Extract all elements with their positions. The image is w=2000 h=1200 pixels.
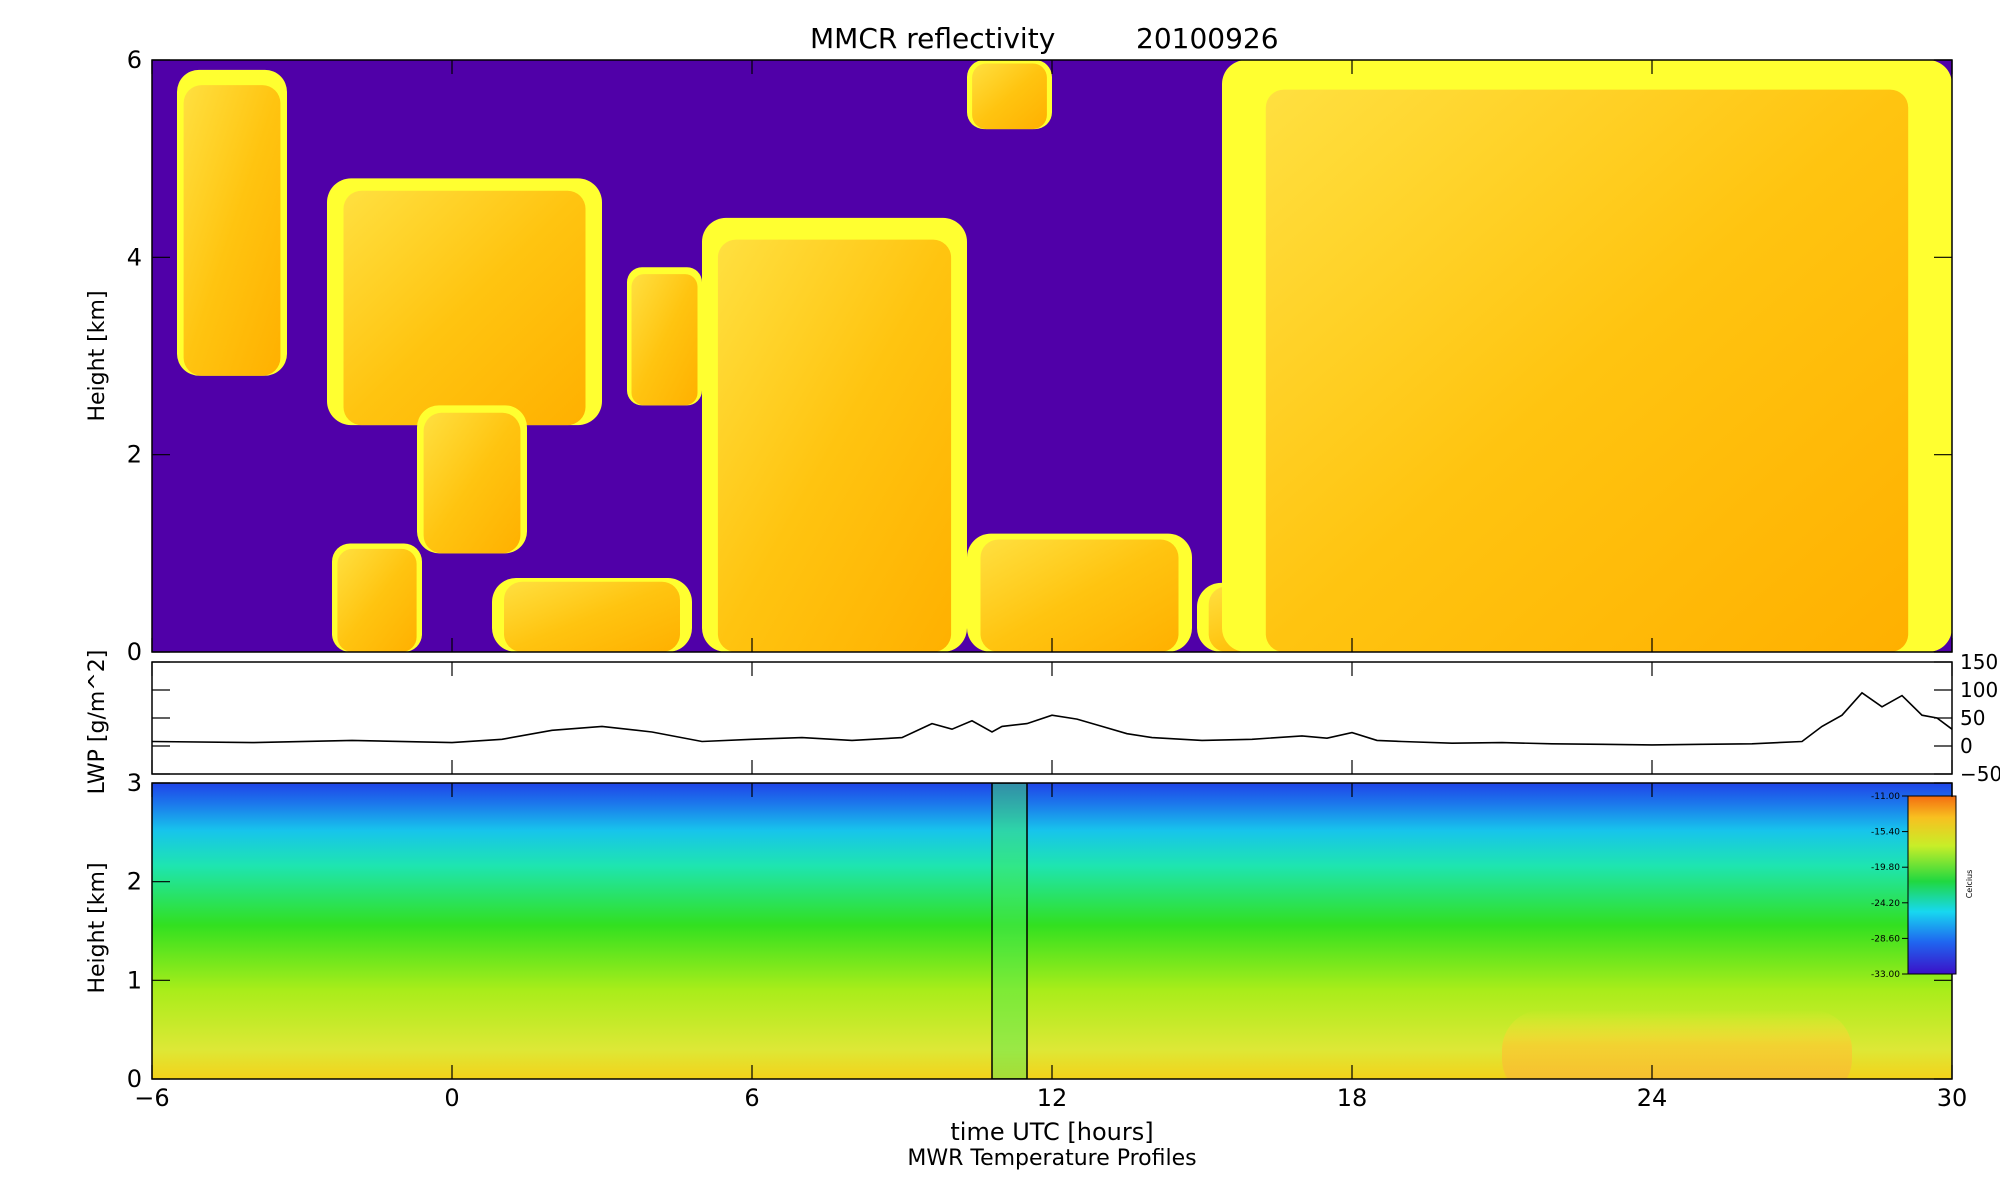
colorbar-scale: [1907, 795, 1957, 975]
x-tick-label: −6: [134, 1084, 169, 1112]
y-tick-label: 3: [127, 769, 142, 797]
missing-data-band: [991, 783, 1028, 1079]
reflectivity-panel: 0 2 4 6 Height [km]: [85, 46, 1953, 666]
x-tick-label: 6: [744, 1084, 759, 1112]
lwp-frame: [151, 661, 1953, 775]
temperature-y-label: Height [km]: [85, 862, 110, 993]
colorbar-tick-label: -15.40: [1871, 828, 1900, 838]
y-tick-label: 0: [1960, 734, 1973, 758]
cloud-region-core: [504, 581, 680, 652]
temperature-warm-region: [1502, 1009, 1852, 1079]
x-tick-label: 18: [1337, 1084, 1368, 1112]
temperature-panel: 0 1 2 3 Height [km] -11.00 -15.40 -19.80 -24.2…: [85, 769, 1974, 1093]
y-tick-label: 2: [127, 441, 142, 469]
cloud-region-core: [972, 63, 1047, 130]
cloud-region-core: [337, 548, 417, 652]
y-tick-label: 6: [127, 46, 142, 74]
reflectivity-y-axis: 0 2 4 6: [127, 46, 1952, 666]
cloud-region-core: [980, 539, 1179, 652]
cloud-region-core: [631, 274, 698, 406]
colorbar-tick-label: -28.60: [1871, 934, 1900, 944]
lwp-series-line: [151, 691, 1953, 746]
y-tick-label: 2: [127, 868, 142, 896]
colorbar-ticks: -11.00 -15.40 -19.80 -24.20 -28.60 -33.00: [1871, 792, 1908, 980]
time-x-axis: −6 0 6 12 18 24 30: [134, 60, 1967, 1112]
colorbar-tick-label: -11.00: [1871, 792, 1900, 802]
x-tick-label: 0: [444, 1084, 459, 1112]
y-tick-label: 150: [1960, 650, 1998, 674]
colorbar-tick-label: -19.80: [1871, 863, 1900, 873]
y-tick-label: 1: [127, 966, 142, 994]
temperature-y-axis: 0 1 2 3: [127, 769, 1952, 1093]
y-tick-label: 4: [127, 243, 142, 271]
lwp-y-axis: −50 0 50 100 150: [152, 650, 2000, 786]
cloud-region-core: [1265, 89, 1909, 652]
cloud-region-core: [717, 239, 952, 652]
y-tick-label: 50: [1960, 706, 1985, 730]
y-tick-label: 100: [1960, 678, 1998, 702]
cloud-region-core: [343, 190, 586, 426]
lwp-panel: −50 0 50 100 150 LWP [g/m^2]: [85, 650, 2000, 795]
x-tick-label: 12: [1037, 1084, 1068, 1112]
lwp-y-label: LWP [g/m^2]: [85, 650, 110, 795]
y-tick-label: −50: [1960, 762, 2000, 786]
y-tick-label: 0: [127, 638, 142, 666]
colorbar-label: Celcius: [1965, 870, 1974, 899]
temperature-colorbar: -11.00 -15.40 -19.80 -24.20 -28.60 -33.00 Cel…: [1871, 792, 1974, 980]
y-tick-label: 0: [127, 1065, 142, 1093]
cloud-region-core: [423, 412, 521, 554]
x-tick-label: 30: [1937, 1084, 1968, 1112]
reflectivity-y-label: Height [km]: [85, 290, 110, 421]
x-axis-label: time UTC [hours]: [950, 1118, 1153, 1146]
bottom-caption: MWR Temperature Profiles: [907, 1146, 1196, 1171]
colorbar-tick-label: -24.20: [1871, 899, 1900, 909]
x-tick-label: 24: [1637, 1084, 1668, 1112]
cloud-layer: [177, 60, 1952, 652]
cloud-region-core: [183, 85, 281, 376]
figure-date: 20100926: [1136, 22, 1279, 55]
colorbar-tick-label: -33.00: [1871, 970, 1900, 980]
figure-title: MMCR reflectivity: [810, 22, 1055, 55]
